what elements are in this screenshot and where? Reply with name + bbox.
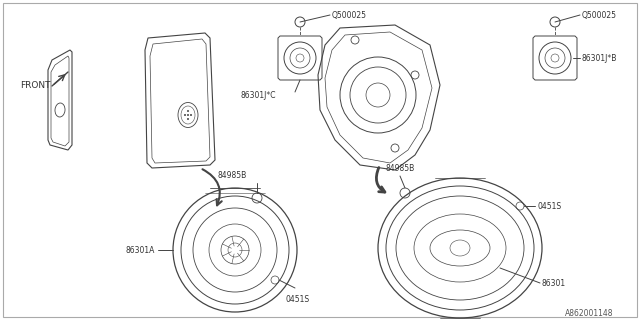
Text: 86301: 86301: [542, 278, 566, 287]
Text: 84985B: 84985B: [217, 171, 246, 180]
Circle shape: [188, 110, 189, 112]
Text: 84985B: 84985B: [385, 164, 414, 172]
Circle shape: [188, 114, 189, 116]
Circle shape: [184, 114, 186, 116]
Text: A862001148: A862001148: [565, 308, 614, 317]
Text: Q500025: Q500025: [332, 11, 367, 20]
Text: 86301J*B: 86301J*B: [582, 53, 618, 62]
Text: 86301J*C: 86301J*C: [240, 91, 275, 100]
Circle shape: [188, 118, 189, 120]
Text: 0451S: 0451S: [538, 202, 562, 211]
Text: FRONT: FRONT: [20, 81, 51, 90]
Circle shape: [190, 114, 192, 116]
Text: Q500025: Q500025: [582, 11, 617, 20]
Text: 0451S: 0451S: [285, 295, 309, 305]
Text: 86301A: 86301A: [125, 245, 155, 254]
